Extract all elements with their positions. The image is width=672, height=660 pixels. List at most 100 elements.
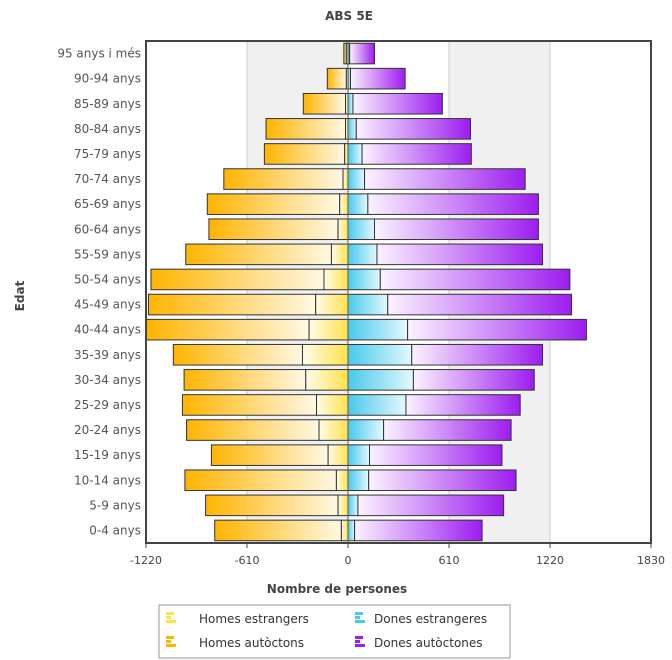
bar-homes-estrangers-30-34-anys[interactable] [305, 369, 349, 391]
bar-homes-autoctons-70-74-anys[interactable] [223, 168, 344, 190]
y-tick-label: 60-64 anys [74, 222, 141, 236]
bar-dones-autoctones-50-54-anys[interactable] [379, 268, 571, 291]
bar-homes-estrangers-45-49-anys[interactable] [315, 293, 349, 316]
bar-dones-autoctones-55-59-anys[interactable] [376, 243, 544, 266]
bar-homes-autoctons-75-79-anys[interactable] [263, 143, 346, 165]
x-tick-label: -1220 [130, 554, 162, 567]
bar-homes-estrangers-10-14-anys[interactable] [335, 469, 349, 492]
bar-homes-estrangers-55-59-anys[interactable] [330, 243, 349, 266]
legend-item-dones-autoctones[interactable]: Dones autòctones [355, 636, 483, 650]
legend-item-dones-estrangeres[interactable]: Dones estrangeres [355, 612, 487, 626]
legend-bars-icon [166, 636, 176, 647]
bar-dones-autoctones-70-74-anys[interactable] [364, 168, 526, 190]
bar-homes-autoctons-90-94-anys[interactable] [326, 67, 347, 90]
y-tick-label: 25-29 anys [74, 398, 141, 412]
y-tick-label: 0-4 anys [89, 523, 141, 537]
bar-homes-autoctons-80-84-anys[interactable] [265, 118, 347, 140]
bar-homes-autoctons-10-14-anys[interactable] [184, 469, 337, 492]
plot-background [146, 41, 651, 543]
bar-homes-autoctons-85-89-anys[interactable] [302, 92, 347, 115]
bar-dones-autoctones-30-34-anys[interactable] [412, 369, 535, 391]
bar-dones-autoctones-75-79-anys[interactable] [361, 143, 472, 165]
bar-homes-autoctons-65-69-anys[interactable] [206, 193, 341, 215]
bar-dones-autoctones-25-29-anys[interactable] [405, 394, 521, 416]
legend-box [158, 604, 511, 659]
bar-dones-autoctones-60-64-anys[interactable] [373, 218, 539, 241]
bar-homes-estrangers-35-39-anys[interactable] [301, 343, 349, 366]
bar-homes-estrangers-65-69-anys[interactable] [339, 193, 349, 215]
y-tick-label: 80-84 anys [74, 122, 141, 136]
bar-dones-autoctones-15-19-anys[interactable] [369, 444, 503, 466]
bar-dones-estrangeres-50-54-anys[interactable] [347, 268, 381, 291]
bar-homes-autoctons-55-59-anys[interactable] [185, 243, 332, 266]
bar-dones-autoctones-90-94-anys[interactable] [349, 67, 406, 90]
bar-dones-autoctones-35-39-anys[interactable] [411, 343, 544, 366]
bar-homes-autoctons-20-24-anys[interactable] [186, 419, 320, 441]
x-axis-ticks: -1220 -610 0 610 1220 1830 [130, 543, 665, 567]
bar-dones-autoctones-95-anys-i-mes[interactable] [349, 42, 375, 65]
bar-homes-autoctons-15-19-anys[interactable] [210, 444, 329, 466]
bar-homes-autoctons-60-64-anys[interactable] [208, 218, 339, 241]
y-tick-label: 85-89 anys [74, 97, 141, 111]
bar-homes-autoctons-45-49-anys[interactable] [147, 293, 317, 316]
bar-dones-autoctones-40-44-anys[interactable] [407, 318, 587, 341]
bar-homes-estrangers-70-74-anys[interactable] [342, 168, 349, 190]
y-tick-label: 5-9 anys [89, 498, 141, 512]
y-tick-label: 50-54 anys [74, 272, 141, 286]
legend-label: Homes autòctons [199, 636, 304, 650]
bar-homes-autoctons-35-39-anys[interactable] [172, 343, 303, 366]
bar-dones-estrangeres-80-84-anys[interactable] [347, 118, 357, 140]
chart-title: ABS 5E [325, 9, 373, 23]
bar-dones-estrangeres-55-59-anys[interactable] [347, 243, 378, 266]
bar-dones-estrangeres-25-29-anys[interactable] [347, 394, 407, 416]
bar-dones-estrangeres-10-14-anys[interactable] [347, 469, 370, 492]
bar-dones-estrangeres-5-9-anys[interactable] [347, 494, 359, 517]
bar-dones-estrangeres-15-19-anys[interactable] [347, 444, 371, 466]
legend-label: Dones estrangeres [374, 612, 487, 626]
bar-dones-autoctones-85-89-anys[interactable] [352, 92, 443, 115]
legend-item-homes-autoctons[interactable]: Homes autòctons [166, 636, 304, 650]
bar-dones-autoctones-5-9-anys[interactable] [357, 494, 505, 517]
bar-homes-autoctons-0-4-anys[interactable] [214, 519, 342, 542]
bar-homes-autoctons-5-9-anys[interactable] [205, 494, 339, 517]
bar-dones-estrangeres-35-39-anys[interactable] [347, 343, 413, 366]
bar-homes-autoctons-50-54-anys[interactable] [150, 268, 325, 291]
bar-homes-estrangers-50-54-anys[interactable] [323, 268, 349, 291]
y-tick-label: 10-14 anys [74, 473, 141, 487]
bar-homes-autoctons-25-29-anys[interactable] [181, 394, 318, 416]
bar-homes-estrangers-40-44-anys[interactable] [308, 318, 349, 341]
bar-dones-autoctones-45-49-anys[interactable] [387, 293, 573, 316]
bar-homes-estrangers-25-29-anys[interactable] [316, 394, 349, 416]
bar-dones-estrangeres-65-69-anys[interactable] [347, 193, 369, 215]
y-tick-label: 30-34 anys [74, 373, 141, 387]
bar-homes-autoctons-40-44-anys[interactable] [145, 318, 310, 341]
grid-band-right [448, 40, 551, 544]
bar-dones-autoctones-80-84-anys[interactable] [355, 118, 472, 140]
bar-homes-estrangers-20-24-anys[interactable] [318, 419, 349, 441]
legend-bars-icon [355, 612, 365, 623]
bar-dones-estrangeres-45-49-anys[interactable] [347, 293, 389, 316]
bar-dones-estrangeres-0-4-anys[interactable] [347, 519, 356, 542]
bar-dones-estrangeres-30-34-anys[interactable] [347, 369, 414, 391]
bar-homes-autoctons-30-34-anys[interactable] [183, 369, 307, 391]
legend-item-homes-estrangers[interactable]: Homes estrangers [166, 612, 309, 626]
x-tick-label: 610 [439, 554, 460, 567]
bar-dones-estrangeres-60-64-anys[interactable] [347, 218, 375, 241]
bar-homes-estrangers-5-9-anys[interactable] [337, 494, 349, 517]
bar-homes-estrangers-0-4-anys[interactable] [340, 519, 349, 542]
bar-dones-autoctones-20-24-anys[interactable] [383, 419, 512, 441]
bar-dones-estrangeres-85-89-anys[interactable] [347, 92, 354, 115]
bar-dones-autoctones-65-69-anys[interactable] [367, 193, 539, 215]
bar-dones-estrangeres-40-44-anys[interactable] [347, 318, 409, 341]
bar-homes-estrangers-15-19-anys[interactable] [327, 444, 349, 466]
x-axis-title: Nombre de persones [267, 582, 407, 596]
bar-dones-autoctones-10-14-anys[interactable] [368, 469, 517, 492]
bar-dones-estrangeres-20-24-anys[interactable] [347, 419, 385, 441]
bar-dones-estrangeres-70-74-anys[interactable] [347, 168, 366, 190]
legend: Homes estrangers Dones estrangeres Homes… [158, 604, 511, 659]
bar-dones-autoctones-0-4-anys[interactable] [354, 519, 483, 542]
bar-dones-estrangeres-75-79-anys[interactable] [347, 143, 363, 165]
y-tick-label: 90-94 anys [74, 72, 141, 86]
bar-homes-estrangers-60-64-anys[interactable] [337, 218, 349, 241]
